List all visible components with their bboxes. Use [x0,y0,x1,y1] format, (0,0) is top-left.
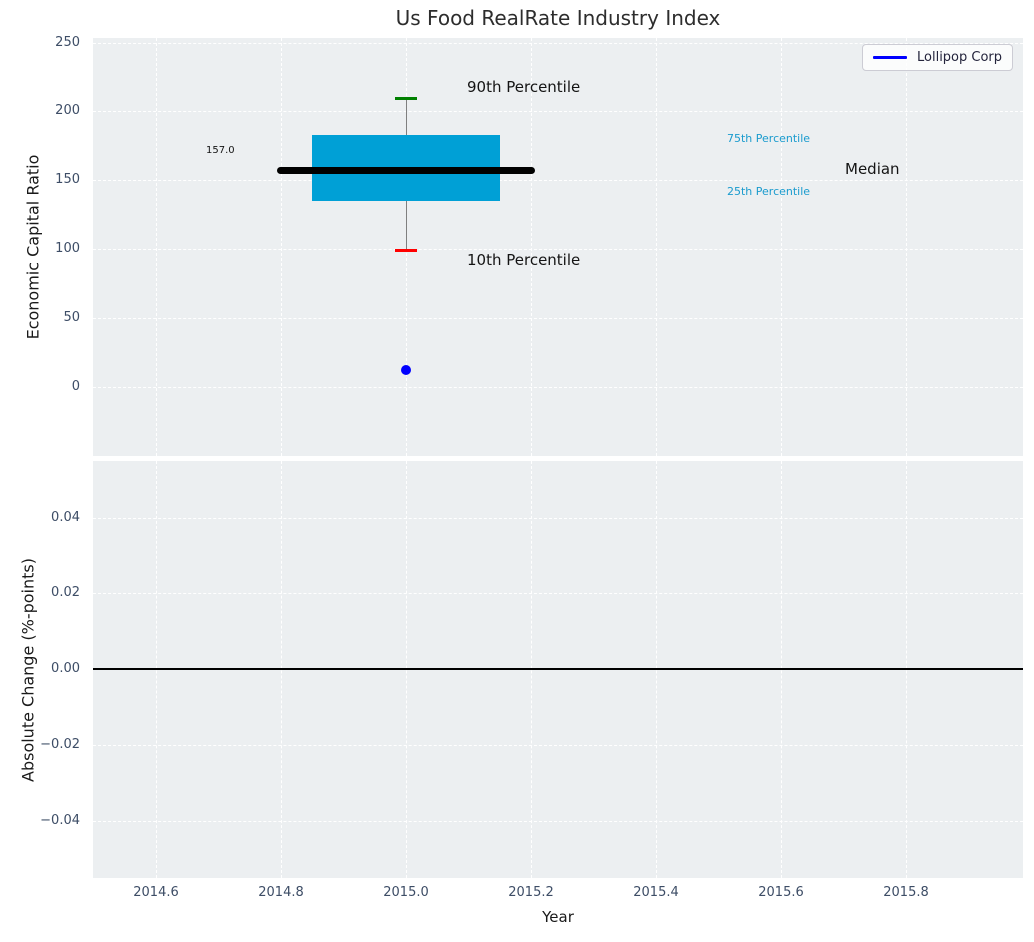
annotation-25th-percentile: 25th Percentile [727,185,811,198]
y-tick-label: 150 [55,172,80,188]
annotation-10th-percentile: 10th Percentile [467,251,581,269]
y-tick-label: 0.00 [51,661,80,676]
h-gridline [93,593,1023,595]
legend-line-sample-icon [873,56,907,59]
h-gridline [93,517,1023,519]
h-gridline [93,111,1023,113]
v-gridline [531,38,532,456]
h-gridline [93,42,1023,44]
x-tick-label: 2014.8 [258,885,304,900]
y-tick-label: 50 [63,310,80,326]
y-tick-label: 0.02 [51,585,80,601]
x-tick-label: 2015.0 [383,885,429,900]
annotation-median: Median [845,160,900,178]
company-data-point [401,365,411,376]
legend-label: Lollipop Corp [917,50,1003,65]
median-value-label: 157.0 [206,145,235,156]
chart-title: Us Food RealRate Industry Index [395,6,721,30]
y-tick-label: −0.02 [40,736,80,752]
y-tick-label: 0.04 [51,509,80,525]
y-tick-label: −0.04 [40,812,80,828]
v-gridline [906,38,907,456]
x-axis-label: Year [542,908,574,926]
annotation-75th-percentile: 75th Percentile [727,132,811,145]
h-gridline [93,744,1023,746]
legend: Lollipop Corp [862,44,1014,71]
v-gridline [156,38,157,456]
y-tick-label: 100 [55,241,80,257]
x-tick-label: 2015.2 [508,885,554,900]
h-gridline [93,249,1023,251]
v-gridline [781,38,782,456]
y-tick-label: 200 [55,103,80,119]
zero-change-line [93,668,1023,670]
x-tick-label: 2015.6 [758,885,804,900]
y-tick-label: 250 [55,34,80,50]
v-gridline [281,38,282,456]
x-tick-label: 2015.4 [633,885,679,900]
v-gridline [406,38,407,456]
annotation-90th-percentile: 90th Percentile [467,78,581,96]
x-tick-label: 2015.8 [883,885,929,900]
h-gridline [93,820,1023,822]
bottom-plot-area [93,461,1023,878]
whisker-cap-10th [395,249,417,253]
whisker-cap-90th [395,97,417,101]
h-gridline [93,180,1023,182]
y-tick-label: 0 [71,379,80,394]
x-tick-label: 2014.6 [133,885,179,900]
top-plot-area [93,38,1023,456]
v-gridline [656,38,657,456]
median-line [276,167,536,175]
h-gridline [93,387,1023,388]
h-gridline [93,318,1023,320]
